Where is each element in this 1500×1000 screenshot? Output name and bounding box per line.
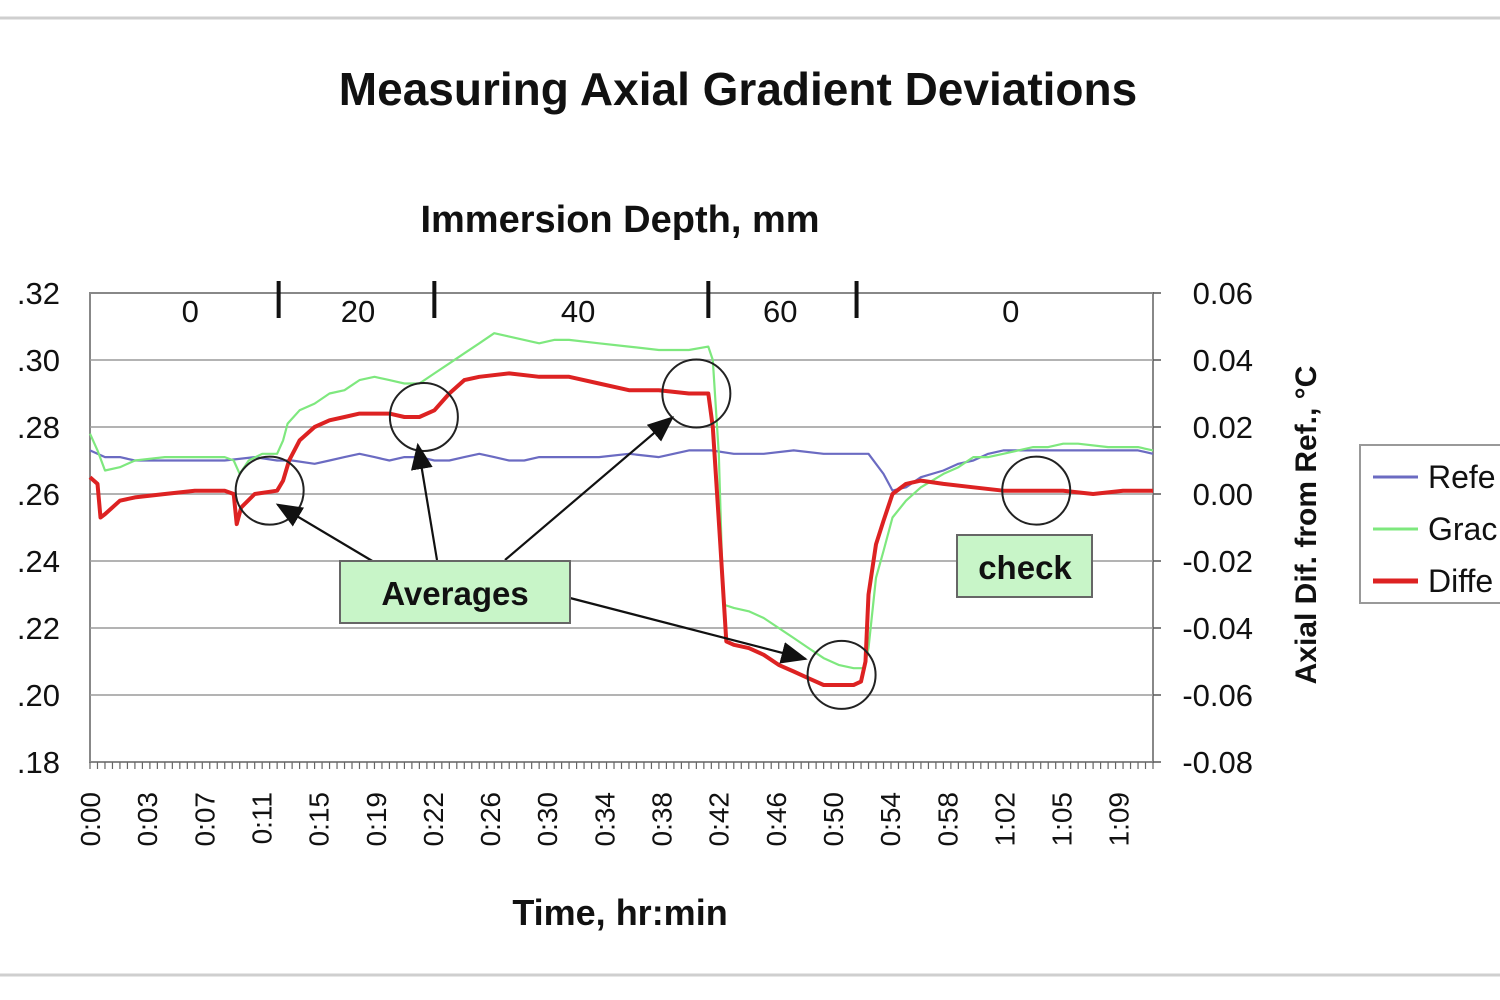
x-tick-label: 0:03 (132, 792, 163, 847)
y-right-tick-label: -0.02 (1182, 544, 1253, 579)
y-left-tick-label: .18 (17, 745, 60, 780)
x-tick-label: 1:09 (1104, 792, 1135, 847)
x-axis-label: Time, hr:min (512, 892, 727, 933)
chart-title: Measuring Axial Gradient Deviations (339, 63, 1137, 115)
depth-label: 40 (561, 294, 595, 329)
x-tick-label: 0:22 (418, 792, 449, 847)
x-tick-label: 0:34 (589, 792, 620, 847)
legend-box (1359, 444, 1500, 604)
y-left-tick-label: .32 (17, 276, 60, 311)
averages-label: Averages (381, 575, 528, 612)
y-left-ticks: .32 .30 .28 .26 .24 .22 .20 .18 (17, 276, 60, 780)
immersion-depth-labels: 0 20 40 60 0 (182, 281, 1019, 329)
x-tick-label: 0:54 (875, 792, 906, 847)
depth-label: 0 (1002, 294, 1019, 329)
annotation-arrow (569, 596, 808, 664)
highlight-circle (661, 358, 732, 429)
x-tick-label: 0:30 (532, 792, 563, 847)
y-right-tick-label: -0.08 (1182, 745, 1253, 780)
x-tick-label: 1:05 (1047, 792, 1078, 847)
series-line-grac (88, 332, 1154, 670)
highlight-circle (1001, 455, 1072, 526)
y2-axis-label: Axial Dif. from Ref., °C (1290, 366, 1323, 685)
y-right-tick-label: 0.06 (1193, 276, 1253, 311)
x-tick-label: 0:38 (647, 792, 678, 847)
x-tick-label: 0:46 (761, 792, 792, 847)
annotation-arrow (275, 503, 375, 563)
y-right-tick-label: 0.04 (1193, 343, 1253, 378)
legend: Refe Grac Diffe (1359, 444, 1500, 604)
annotation-arrow (504, 416, 675, 561)
y-right-tick-label: 0.00 (1193, 477, 1253, 512)
y-left-tick-label: .26 (17, 477, 60, 512)
legend-label: Refe (1428, 459, 1496, 495)
averages-box (339, 560, 571, 624)
x-tick-label: 0:19 (361, 792, 392, 847)
legend-label: Grac (1428, 511, 1497, 547)
x-tick-label: 0:42 (704, 792, 735, 847)
highlight-circle (806, 639, 877, 710)
y-left-tick-label: .30 (17, 343, 60, 378)
annotations: Averages check (234, 358, 1093, 710)
x-tick-marks (89, 762, 1154, 769)
x-tick-label: 0:26 (475, 792, 506, 847)
check-box (956, 534, 1093, 598)
y-left-tick-label: .28 (17, 410, 60, 445)
check-label: check (978, 549, 1072, 586)
x-tick-label: 0:15 (304, 792, 335, 847)
chart-subtitle: Immersion Depth, mm (420, 199, 819, 241)
y-right-tick-label: -0.04 (1182, 611, 1253, 646)
legend-label: Diffe (1428, 563, 1493, 599)
x-tick-label: 0:58 (932, 792, 963, 847)
depth-label: 0 (182, 294, 199, 329)
depth-label: 60 (763, 294, 797, 329)
y-left-tick-label: .20 (17, 678, 60, 713)
y-right-tick-label: -0.06 (1182, 678, 1253, 713)
depth-label: 20 (341, 294, 375, 329)
series-lines (88, 332, 1154, 687)
y-left-tick-label: .22 (17, 611, 60, 646)
plot-area (89, 292, 1154, 763)
x-tick-label: 1:02 (989, 792, 1020, 847)
x-tick-label: 0:11 (246, 792, 277, 844)
x-tick-label: 0:00 (75, 792, 106, 847)
series-line-diffe (88, 371, 1153, 687)
y-right-ticks: 0.06 0.04 0.02 0.00 -0.02 -0.04 -0.06 -0.08 (1153, 276, 1253, 780)
annotation-arrow (410, 442, 439, 561)
y-right-tick-label: 0.02 (1193, 410, 1253, 445)
x-tick-label: 0:07 (189, 792, 220, 847)
x-tick-label: 0:50 (818, 792, 849, 847)
x-tick-labels: 0:00 0:03 0:07 0:11 0:15 0:19 0:22 0:26 0:30 0:34… (75, 792, 1135, 847)
y-left-tick-label: .24 (17, 544, 60, 579)
highlight-circle (234, 455, 305, 526)
